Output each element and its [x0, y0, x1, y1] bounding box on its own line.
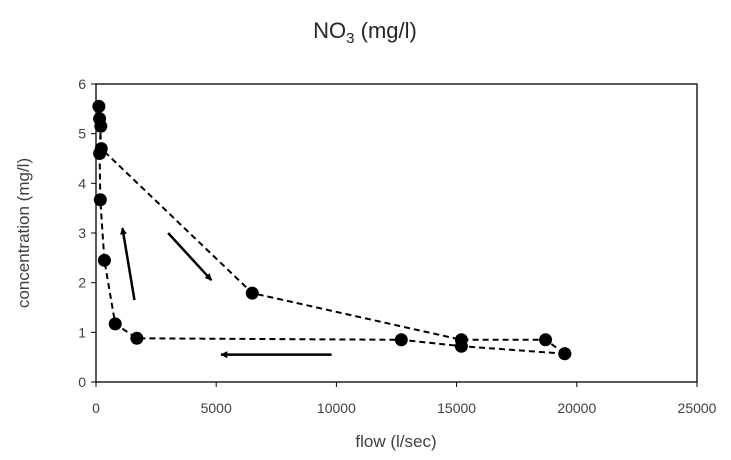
- direction-arrow: [120, 227, 136, 301]
- y-tick-label: 0: [78, 374, 86, 390]
- x-tick-label: 25000: [678, 400, 717, 416]
- data-point: [245, 286, 259, 300]
- chart-title-rest: (mg/l): [355, 18, 417, 43]
- series-dashed-line: [97, 106, 566, 355]
- y-tick-label: 5: [78, 126, 86, 142]
- data-point: [92, 99, 106, 113]
- data-point: [93, 112, 107, 126]
- x-tick-label: 15000: [437, 400, 476, 416]
- data-point: [539, 333, 553, 347]
- chart-title-subscript: 3: [346, 30, 354, 47]
- data-point: [97, 253, 111, 267]
- x-tick-label: 10000: [317, 400, 356, 416]
- y-tick-label: 2: [78, 275, 86, 291]
- data-point: [130, 331, 144, 345]
- x-tick-label: 20000: [557, 400, 596, 416]
- y-tick-label: 3: [78, 225, 86, 241]
- x-tick-label: 5000: [201, 400, 232, 416]
- x-tick-label: 0: [92, 400, 100, 416]
- direction-arrows: [120, 227, 332, 359]
- x-axis-ticks: 0 5000 10000 15000 20000 25000: [92, 382, 717, 416]
- data-point: [108, 317, 122, 331]
- y-tick-label: 1: [78, 324, 86, 340]
- y-axis-ticks: 0 1 2 3 4 5 6: [78, 76, 96, 390]
- data-point: [454, 333, 468, 347]
- y-tick-label: 6: [78, 76, 86, 92]
- data-point: [394, 333, 408, 347]
- chart-title: NO3 (mg/l): [313, 18, 417, 47]
- y-tick-label: 4: [78, 175, 86, 191]
- data-point: [94, 142, 108, 156]
- chart-title-main: NO: [313, 18, 346, 43]
- data-point: [93, 193, 107, 207]
- y-axis-title: concentration (mg/l): [14, 158, 33, 308]
- direction-arrow: [167, 232, 213, 282]
- data-points: [92, 99, 572, 361]
- x-axis-title: flow (l/sec): [355, 432, 436, 451]
- data-point: [558, 347, 572, 361]
